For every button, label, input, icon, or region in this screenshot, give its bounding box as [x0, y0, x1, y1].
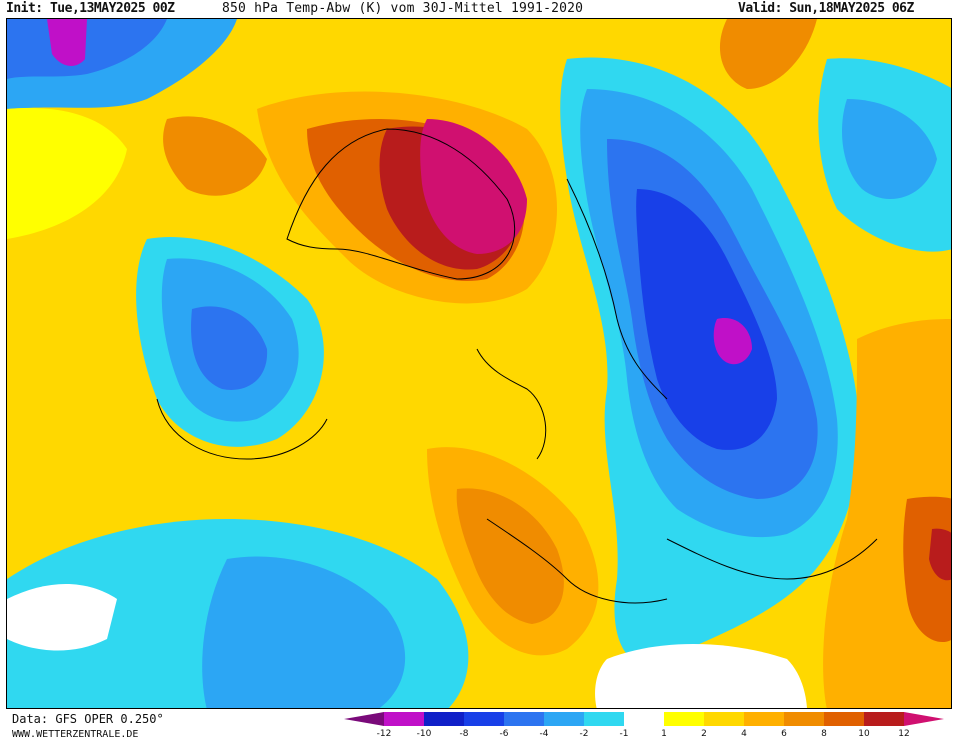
- arctic-colder-area: [7, 19, 167, 79]
- legend-tick-label: -4: [539, 729, 549, 739]
- northeast-cold-inner: [842, 99, 937, 199]
- greenland-warmest-spot: [420, 119, 527, 254]
- temperature-anomaly-map[interactable]: [6, 18, 952, 709]
- legend-tick-label: 12: [898, 729, 910, 739]
- legend-swatch: [384, 712, 424, 726]
- south-atlantic-cold-inner: [202, 556, 406, 708]
- legend-swatch: [904, 712, 944, 726]
- legend-swatch: [824, 712, 864, 726]
- coastlines: [156, 128, 878, 604]
- legend-tick-label: 2: [701, 729, 707, 739]
- map-footer: Data: GFS OPER 0.250° WWW.WETTERZENTRALE…: [0, 709, 959, 741]
- legend-swatch: [744, 712, 784, 726]
- yellow-band-west: [7, 108, 127, 240]
- legend-swatch: [624, 712, 664, 726]
- legend-tick-label: -10: [416, 729, 432, 739]
- greenland-coast: [286, 128, 516, 280]
- init-time: Init: Tue,13MAY2025 00Z: [6, 1, 175, 16]
- map-title: 850 hPa Temp-Abw (K) vom 30J-Mittel 1991…: [222, 1, 584, 16]
- legend-tick-label: 1: [661, 729, 667, 739]
- mediterranean-neutral: [595, 644, 807, 708]
- legend-swatch: [584, 712, 624, 726]
- legend-swatch: [504, 712, 544, 726]
- map-header: Init: Tue,13MAY2025 00Z 850 hPa Temp-Abw…: [0, 0, 959, 18]
- neutral-band-sw: [7, 584, 117, 651]
- legend-swatch: [464, 712, 504, 726]
- iberia-coast: [486, 518, 668, 604]
- legend-tick-label: -1: [619, 729, 629, 739]
- color-legend: -12 -10 -8 -6 -4 -2 -1 1 2 4 6 8 10 12: [334, 712, 954, 740]
- mediterranean-coast: [666, 538, 878, 580]
- data-source: Data: GFS OPER 0.250°: [12, 712, 164, 726]
- map-canvas: [7, 19, 951, 708]
- legend-tick-label: 6: [781, 729, 787, 739]
- norway-coast: [566, 178, 668, 400]
- europe-coldest-spot: [713, 318, 752, 365]
- legend-swatch: [704, 712, 744, 726]
- legend-swatch: [864, 712, 904, 726]
- southeast-warmest-spot: [929, 528, 951, 581]
- iberia-warm-core: [456, 488, 564, 624]
- europe-cold-core: [636, 189, 777, 450]
- north-warm-patch: [719, 19, 817, 89]
- legend-tick-label: 4: [741, 729, 747, 739]
- legend-tick-label: 8: [821, 729, 827, 739]
- legend-swatch: [544, 712, 584, 726]
- legend-swatch: [344, 712, 384, 726]
- legend-swatch: [784, 712, 824, 726]
- legend-tick-label: -8: [459, 729, 469, 739]
- legend-tick-label: -6: [499, 729, 509, 739]
- legend-swatch: [664, 712, 704, 726]
- legend-tick-label: -2: [579, 729, 589, 739]
- legend-swatch: [424, 712, 464, 726]
- legend-tick-label: -12: [376, 729, 392, 739]
- arctic-coldest-spot: [47, 19, 87, 66]
- canada-warm-patch: [163, 116, 267, 196]
- valid-time: Valid: Sun,18MAY2025 06Z: [738, 1, 914, 16]
- legend-tick-label: 10: [858, 729, 870, 739]
- labrador-cold-core: [191, 306, 268, 390]
- hudson-coast: [156, 398, 328, 460]
- website-credit: WWW.WETTERZENTRALE.DE: [12, 729, 139, 740]
- british-isles-coast: [476, 348, 547, 460]
